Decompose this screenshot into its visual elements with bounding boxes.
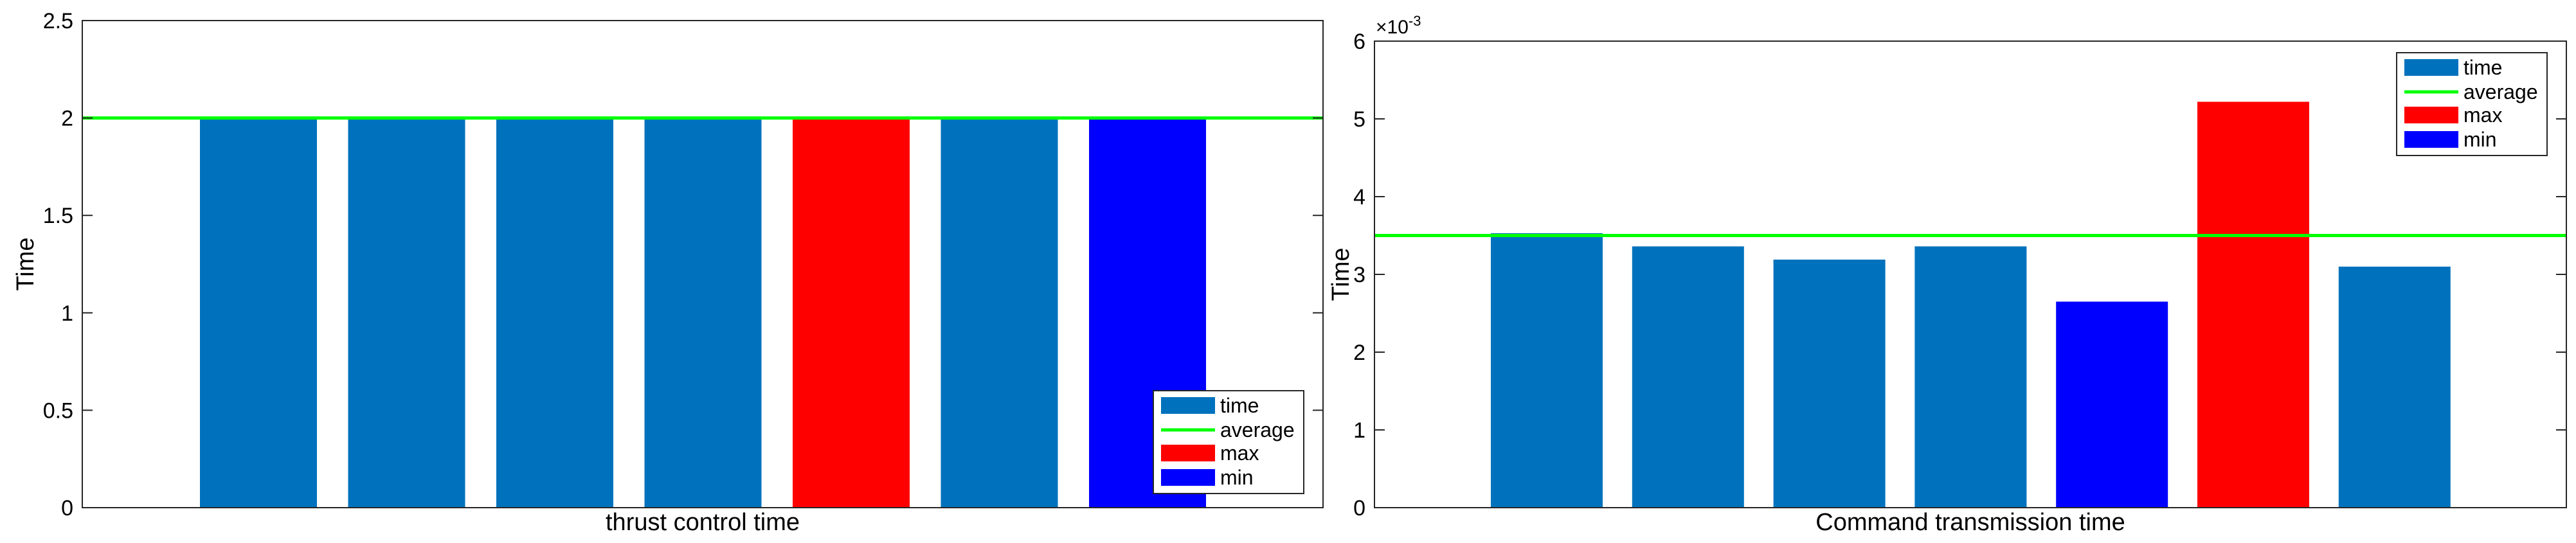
- legend-label-time-1: time: [1220, 394, 1259, 417]
- ytick-label-1-4: 1.5: [43, 204, 73, 228]
- ytick-label-2-6: 5: [1353, 107, 1365, 132]
- axes-box-1: [82, 20, 1324, 508]
- legend-entry-time-1: time: [1161, 394, 1259, 417]
- bar-time-1-3: [496, 118, 613, 508]
- legend-2: time average max min: [2396, 52, 2548, 156]
- bar-time-2-2: [1632, 246, 1744, 508]
- ytick-group-1: 0 0.5 1 1.5 2 2.5: [43, 9, 1323, 521]
- bar-time-2-4: [1914, 246, 2027, 508]
- y-axis-label-1: Time: [12, 237, 39, 290]
- bar-max-1-5: [793, 118, 910, 508]
- bar-time-1-4: [644, 118, 762, 508]
- legend-swatch-min-1: [1161, 469, 1215, 486]
- legend-label-min-2: min: [2463, 128, 2497, 151]
- ytick-group-2: 0 1 2 3 4 5 6: [1353, 30, 2566, 521]
- ytick-label-1-6: 2.5: [43, 9, 73, 33]
- legend-swatch-max-1: [1161, 445, 1215, 461]
- legend-entry-time-2: time: [2404, 56, 2502, 79]
- ytick-label-1-2: 0.5: [43, 398, 73, 423]
- ytick-label-2-7: 6: [1353, 30, 1365, 54]
- bar-time-2-7: [2338, 266, 2451, 508]
- legend-entry-average-1: average: [1161, 418, 1295, 441]
- legend-label-time-2: time: [2463, 56, 2502, 79]
- x-axis-label-2: Command transmission time: [1815, 509, 2125, 536]
- bar-max-2-6: [2197, 102, 2309, 508]
- ytick-label-2-1: 0: [1353, 496, 1365, 521]
- y-exponent-label-2: ×10-3: [1376, 13, 1421, 38]
- legend-label-average-2: average: [2463, 80, 2538, 103]
- bars-group-1: [200, 118, 1206, 508]
- bar-time-1-2: [348, 118, 465, 508]
- bar-min-2-5: [2056, 301, 2168, 508]
- ytick-label-2-4: 3: [1353, 263, 1365, 287]
- y-axis-label-2: Time: [1328, 247, 1355, 301]
- y-exponent-base-2: ×10: [1376, 17, 1409, 38]
- bar-time-2-3: [1773, 260, 1886, 508]
- legend-entry-min-2: min: [2404, 128, 2497, 151]
- legend-swatch-time-1: [1161, 397, 1215, 414]
- bars-group-2: [1491, 102, 2451, 508]
- legend-swatch-min-2: [2404, 131, 2458, 148]
- legend-swatch-time-2: [2404, 59, 2458, 76]
- legend-entry-min-1: min: [1161, 466, 1254, 489]
- legend-label-max-2: max: [2463, 103, 2502, 127]
- ytick-label-2-5: 4: [1353, 185, 1365, 209]
- x-axis-label-1: thrust control time: [606, 509, 800, 536]
- bar-time-1-6: [941, 118, 1058, 508]
- ytick-label-2-3: 2: [1353, 341, 1365, 365]
- legend-entry-average-2: average: [2404, 80, 2538, 103]
- bar-time-1-1: [200, 118, 317, 508]
- bar-time-2-1: [1491, 233, 1603, 508]
- legend-1: time average max min: [1153, 390, 1304, 494]
- legend-entry-max-2: max: [2404, 103, 2502, 127]
- legend-swatch-max-2: [2404, 107, 2458, 123]
- legend-label-average-1: average: [1220, 418, 1295, 441]
- legend-entry-max-1: max: [1161, 441, 1259, 465]
- y-exponent-power-2: -3: [1409, 13, 1421, 29]
- ytick-label-1-1: 0: [61, 496, 73, 521]
- ytick-label-1-3: 1: [61, 301, 73, 326]
- ytick-label-2-2: 1: [1353, 418, 1365, 443]
- ytick-label-1-5: 2: [61, 107, 73, 131]
- legend-label-min-1: min: [1220, 466, 1254, 489]
- legend-label-max-1: max: [1220, 441, 1259, 465]
- chart-thrust-control-time: 0 0.5 1 1.5 2 2.5 thrust control time Time ti…: [12, 9, 1324, 536]
